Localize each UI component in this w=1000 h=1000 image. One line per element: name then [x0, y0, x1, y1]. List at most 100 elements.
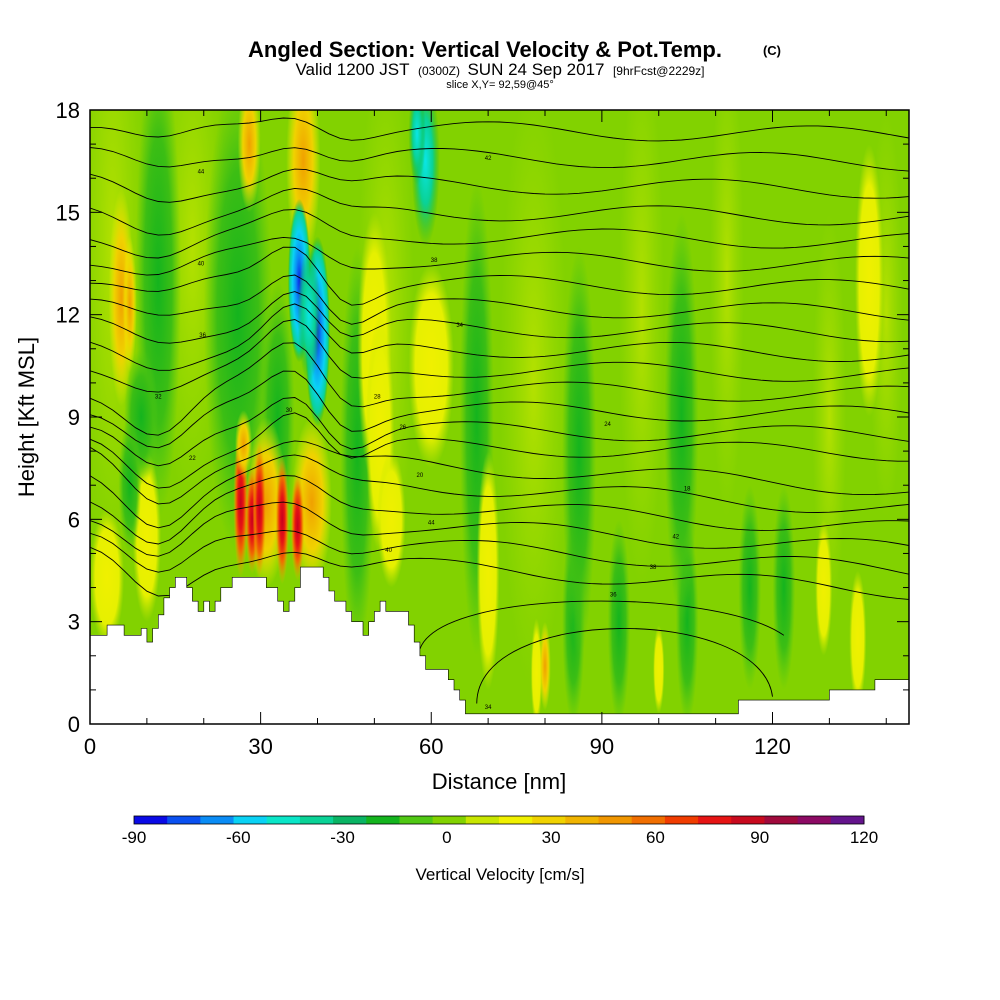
- field-region: [812, 212, 847, 622]
- contour-label: 36: [199, 333, 206, 339]
- field-region: [122, 236, 137, 373]
- field-region: [499, 110, 568, 690]
- colorbar-ticks: -90 -60 -30 0 30 60 90 120: [122, 828, 878, 847]
- field-region: [252, 440, 267, 578]
- field-region: [118, 417, 142, 554]
- field-region: [90, 509, 125, 646]
- field-region: [849, 570, 867, 707]
- chart-subtitle: Valid 1200 JST (0300Z) SUN 24 Sep 2017 […: [295, 60, 704, 79]
- theta-contour: [90, 342, 909, 436]
- y-tick-label: 6: [68, 507, 80, 532]
- field-region: [854, 144, 884, 418]
- field-region: [476, 451, 500, 690]
- theta-contour: [90, 397, 909, 467]
- colorbar-swatch: [830, 816, 865, 824]
- contour-label: 40: [198, 262, 205, 268]
- y-tick-label: 3: [68, 610, 80, 635]
- colorbar-swatch: [167, 816, 201, 824]
- colorbar-swatch: [664, 816, 699, 824]
- x-axis: 0 30 60 90 120: [84, 110, 887, 759]
- chart-title: Angled Section: Vertical Velocity & Pot.…: [248, 37, 722, 62]
- field-region: [653, 625, 665, 714]
- theta-contour: [90, 168, 909, 203]
- velocity-field: [90, 110, 904, 724]
- x-tick-label: 120: [754, 734, 791, 759]
- contour-label: 42: [485, 156, 492, 162]
- colorbar-tick-label: -90: [122, 828, 147, 847]
- theta-contour: [90, 440, 909, 505]
- theta-contour: [90, 475, 909, 545]
- plot-area: 44 42 40 38 36 34 32 30 28 26 24 22 20 18 44 42 40 38 36 34: [90, 110, 909, 724]
- contour-label: 38: [650, 565, 657, 571]
- x-tick-label: 0: [84, 734, 96, 759]
- colorbar-tick-label: 60: [646, 828, 665, 847]
- field-region: [815, 519, 833, 656]
- field-region: [275, 454, 290, 585]
- contour-label: 40: [385, 548, 392, 554]
- contour-label: 28: [374, 395, 381, 401]
- field-region: [664, 212, 699, 622]
- theta-contour: [90, 147, 909, 172]
- colorbar-swatch: [631, 816, 666, 824]
- contour-label: 34: [485, 705, 492, 711]
- field-region: [530, 618, 543, 724]
- x-tick-label: 60: [419, 734, 443, 759]
- contour-label: 24: [604, 422, 611, 428]
- field-region: [297, 246, 321, 383]
- contour-label: 42: [672, 534, 679, 540]
- colorbar-swatch: [299, 816, 334, 824]
- contour-label: 44: [428, 521, 435, 527]
- contour-label: 32: [155, 395, 162, 401]
- colorbar-tick-label: 90: [750, 828, 769, 847]
- contour-label: 38: [431, 258, 438, 264]
- field-region: [237, 110, 261, 213]
- colorbar-swatch: [465, 816, 500, 824]
- y-tick-label: 15: [56, 200, 80, 225]
- contour-label: 30: [286, 408, 293, 414]
- slice-label: slice X,Y= 92,59@45°: [446, 79, 554, 91]
- colorbar-swatch: [598, 816, 633, 824]
- theta-contour: [90, 501, 909, 557]
- x-tick-label: 30: [248, 734, 272, 759]
- colorbar-frame: [133, 815, 865, 825]
- theta-contour: [90, 370, 909, 449]
- terrain: [90, 566, 909, 724]
- theta-contour: [90, 546, 909, 600]
- colorbar-swatch: [499, 816, 533, 824]
- colorbar-swatch: [134, 816, 168, 824]
- colorbar-swatch: [266, 816, 301, 824]
- theta-contour: [90, 246, 909, 306]
- y-tick-label: 0: [68, 712, 80, 737]
- colorbar-swatch: [333, 816, 367, 824]
- field-region: [618, 110, 665, 588]
- contour-label: 18: [684, 487, 691, 493]
- colorbar-swatch: [432, 816, 467, 824]
- x-axis-label: Distance [nm]: [432, 769, 567, 794]
- field-region: [562, 246, 597, 656]
- colorbar-tick-label: 0: [442, 828, 451, 847]
- theta-contour: [476, 628, 773, 704]
- colorbar-swatch: [764, 816, 799, 824]
- y-axis-label: Height [Kft MSL]: [14, 337, 39, 497]
- colorbar-swatch: [233, 816, 268, 824]
- colorbar-swatch: [731, 816, 765, 824]
- theta-contour: [90, 209, 909, 259]
- field-region: [607, 519, 631, 724]
- colorbar-swatch: [797, 816, 832, 824]
- y-tick-label: 9: [68, 405, 80, 430]
- theta-contour: [90, 303, 909, 371]
- contour-label: 22: [189, 456, 196, 462]
- colorbar-swatch: [366, 816, 400, 824]
- x-tick-label: 90: [590, 734, 614, 759]
- theta-contour: [90, 117, 909, 142]
- colorbar-tick-label: 120: [850, 828, 878, 847]
- contour-label: 36: [610, 592, 617, 598]
- field-region: [377, 451, 406, 588]
- contour-label: 44: [198, 169, 205, 175]
- theta-contour: [419, 600, 785, 650]
- colorbar-tick-label: -60: [226, 828, 251, 847]
- colorbar-swatch: [565, 816, 600, 824]
- field-region: [290, 471, 305, 581]
